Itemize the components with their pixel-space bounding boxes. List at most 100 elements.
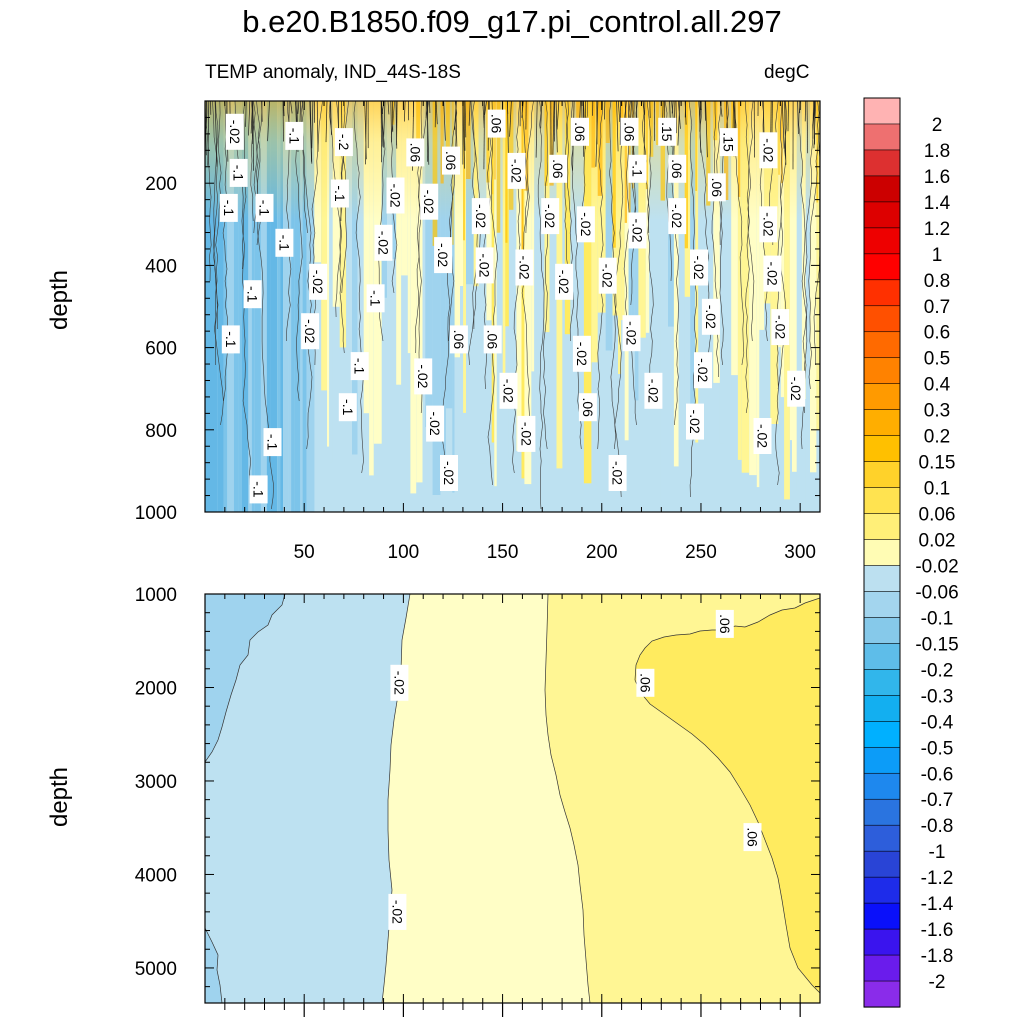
colorbar-label: 0.6 [924, 323, 950, 344]
contour-label: -.02 [629, 213, 647, 249]
colorbar-label: -1 [929, 842, 946, 863]
contour-label: -.02 [226, 114, 244, 150]
contour-label-text: .06 [745, 827, 761, 847]
contour-label: -.1 [250, 475, 268, 503]
contour-label: -.02 [690, 250, 708, 286]
colorbar-label: 2 [932, 115, 943, 136]
colorbar-label: -1.4 [921, 894, 954, 915]
contour-label: -.02 [754, 418, 772, 454]
contour-label: -.1 [339, 393, 357, 421]
contour-label: -.1 [230, 159, 248, 187]
colorbar-label: 1.8 [924, 141, 950, 162]
contour-label-text: -.02 [610, 461, 626, 485]
colorbar-bin [864, 851, 900, 877]
colorbar-label: 0.1 [924, 479, 950, 500]
contour-label: -.02 [420, 184, 438, 220]
colorbar-label: -0.5 [921, 738, 954, 759]
contour-label-text: -.02 [760, 138, 776, 162]
contour-label: -.02 [414, 358, 432, 394]
lower-panel-y-axis-label: depth [46, 767, 74, 827]
contour-label: -.02 [301, 313, 319, 349]
contour-label: -.2 [335, 128, 353, 156]
y-tick-label: 200 [145, 174, 177, 195]
chart-title: b.e20.B1850.f09_g17.pi_control.all.297 [0, 4, 1024, 40]
contour-label-text: -.02 [630, 218, 646, 242]
contour-label: -.02 [599, 258, 617, 294]
contour-label: .06 [442, 147, 460, 175]
x-tick-label: 300 [784, 542, 816, 563]
colorbar-bin [864, 150, 900, 176]
colorbar-label: -0.4 [921, 712, 954, 733]
contour-label-text: -.02 [435, 243, 451, 267]
y-tick-label: 800 [145, 421, 177, 442]
colorbar-bin [864, 410, 900, 436]
contour-label-text: -.02 [427, 412, 443, 436]
colorbar-label: 1 [932, 245, 943, 266]
contour-label: -.02 [390, 665, 408, 701]
contour-label-text: -.02 [391, 671, 407, 695]
surface-contour-line [330, 101, 331, 125]
colorbar-label: -0.7 [921, 790, 954, 811]
contour-label-text: -.1 [257, 200, 273, 217]
contour-label: -.02 [387, 178, 405, 214]
contour-label: -.02 [426, 406, 444, 442]
chart-subtitle-variable: TEMP anomaly, IND_44S-18S [205, 62, 461, 84]
colorbar-bin [864, 176, 900, 202]
colorbar-bin [864, 98, 900, 124]
colorbar-bin [864, 799, 900, 825]
colorbar-label: 0.4 [924, 375, 951, 396]
y-tick-label: 1000 [135, 503, 177, 524]
contour-label-text: -.1 [276, 235, 292, 252]
x-tick-label: 150 [487, 542, 519, 563]
colorbar-bin [864, 228, 900, 254]
contour-label: .06 [636, 669, 654, 697]
contour-label: .06 [549, 155, 567, 183]
contour-label: .06 [488, 110, 506, 138]
surface-contour-line [604, 101, 605, 120]
colorbar-bin [864, 565, 900, 591]
contour-label: -.1 [367, 284, 385, 312]
contour-label: -.02 [555, 264, 573, 300]
contour-label-text: -.02 [376, 231, 392, 255]
colorbar-label: -0.1 [921, 608, 954, 629]
contour-label-text: -.02 [501, 379, 517, 403]
colorbar-bin [864, 488, 900, 514]
colorbar: 21.81.61.41.210.80.70.60.50.40.30.20.150… [864, 98, 959, 1007]
contour-label-text: -.1 [352, 358, 368, 375]
x-tick-label: 200 [586, 542, 618, 563]
contour-label-text: .06 [709, 178, 725, 198]
contour-label: .06 [621, 118, 639, 146]
colorbar-label: -1.8 [921, 946, 954, 967]
contour-label-text: -.02 [760, 212, 776, 236]
colorbar-bin [864, 540, 900, 566]
colorbar-bin [864, 384, 900, 410]
contour-label: .06 [708, 173, 726, 201]
contour-label-text: -.02 [578, 212, 594, 236]
contour-label-text: -.02 [687, 410, 703, 434]
contour-label-text: -.02 [310, 270, 326, 294]
contour-label: -.1 [244, 280, 262, 308]
contour-label: -.02 [517, 416, 535, 452]
contour-label: -.02 [686, 404, 704, 440]
colorbar-label: -0.02 [915, 557, 958, 578]
colorbar-label: -2 [929, 972, 946, 993]
contour-label: -.02 [375, 225, 393, 261]
colorbar-bin [864, 695, 900, 721]
contour-label-text: -.02 [415, 364, 431, 388]
contour-label-text: -.02 [788, 377, 804, 401]
colorbar-bin [864, 721, 900, 747]
contour-label: -.02 [541, 198, 559, 234]
contour-label-text: -.1 [251, 481, 267, 498]
contour-label-text: .06 [443, 151, 459, 171]
colorbar-label: -0.06 [915, 583, 958, 604]
colorbar-bin [864, 617, 900, 643]
colorbar-bin [864, 903, 900, 929]
contour-label: -.02 [515, 250, 533, 286]
contour-label-text: -.1 [286, 128, 302, 145]
contour-label: -.1 [351, 352, 369, 380]
contour-label-text: .06 [637, 673, 653, 693]
contour-label-text: .15 [721, 132, 737, 152]
